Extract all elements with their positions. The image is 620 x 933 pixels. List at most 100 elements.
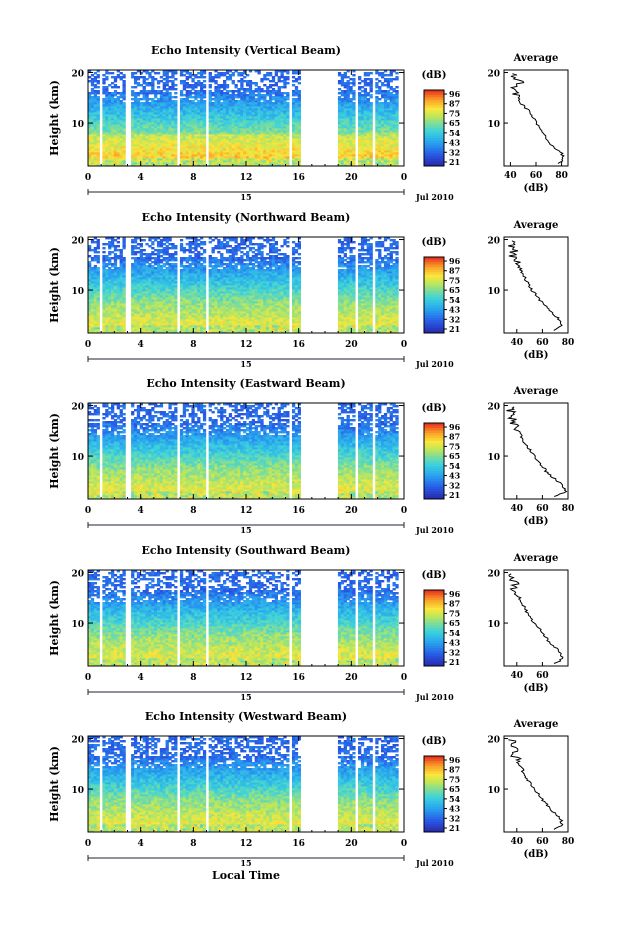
- heatmap-cell: [189, 100, 192, 102]
- heatmap-cell: [171, 80, 174, 82]
- heatmap-cell: [111, 269, 114, 271]
- heatmap-cell: [174, 84, 177, 86]
- heatmap-cell: [361, 94, 364, 96]
- heatmap-cell: [154, 100, 157, 102]
- heatmap-cell: [367, 78, 370, 80]
- heatmap-cell: [352, 74, 355, 76]
- heatmap-cell: [212, 98, 215, 100]
- heatmap-cell: [105, 269, 108, 271]
- heatmap-cell: [223, 80, 226, 82]
- heatmap-cell: [370, 78, 373, 80]
- heatmap-cell: [375, 82, 378, 84]
- heatmap-cell: [361, 90, 364, 92]
- y-axis-label: Height (km): [48, 247, 61, 323]
- heatmap-cell: [134, 245, 137, 247]
- heatmap-cell: [140, 249, 143, 251]
- heatmap-cell: [154, 253, 157, 255]
- heatmap-cell: [134, 92, 137, 94]
- heatmap-cell: [220, 72, 223, 74]
- heatmap-cell: [111, 263, 114, 265]
- heatmap-cell: [160, 265, 163, 267]
- heatmap-cell: [344, 90, 347, 92]
- heatmap-cell: [111, 251, 114, 253]
- heatmap-cell: [166, 267, 169, 269]
- heatmap-cell: [375, 78, 378, 80]
- heatmap-cell: [145, 90, 148, 92]
- heatmap-cell: [157, 241, 160, 243]
- heatmap-cell: [243, 76, 246, 78]
- heatmap-cell: [295, 98, 298, 100]
- heatmap-cell: [381, 102, 384, 104]
- heatmap-cell: [117, 86, 120, 88]
- heatmap-cell: [145, 265, 148, 267]
- heatmap-cell: [390, 78, 393, 80]
- heatmap-cell: [292, 76, 295, 78]
- heatmap-cell: [145, 243, 148, 245]
- heatmap-cell: [151, 265, 154, 267]
- heatmap-cell: [395, 86, 398, 88]
- heatmap-cell: [171, 100, 174, 102]
- heatmap-cell: [94, 76, 97, 78]
- heatmap-cell: [163, 78, 166, 80]
- heatmap-cell: [220, 84, 223, 86]
- heatmap-cell: [174, 78, 177, 80]
- colorbar-tick-label: 96: [449, 89, 461, 99]
- heatmap-cell: [194, 102, 197, 104]
- heatmap-cell: [183, 94, 186, 96]
- heatmap-cell: [352, 90, 355, 92]
- heatmap-cell: [163, 243, 166, 245]
- heatmap-cell: [157, 72, 160, 74]
- heatmap-cell: [352, 102, 355, 104]
- heatmap-cell: [387, 102, 390, 104]
- heatmap-cell: [197, 76, 200, 78]
- heatmap-cell: [91, 249, 94, 251]
- heatmap-cell: [108, 267, 111, 269]
- heatmap-cell: [367, 98, 370, 100]
- heatmap-cell: [298, 90, 301, 92]
- heatmap-cell: [168, 263, 171, 265]
- heatmap-cell: [338, 92, 341, 94]
- heatmap-cell: [168, 92, 171, 94]
- heatmap-cell: [338, 88, 341, 90]
- heatmap-cell: [378, 98, 381, 100]
- heatmap-cell: [163, 257, 166, 259]
- heatmap-cell: [243, 88, 246, 90]
- heatmap-cell: [97, 251, 100, 253]
- heatmap-cell: [120, 249, 123, 251]
- heatmap-cell: [390, 86, 393, 88]
- heatmap-cell: [246, 94, 249, 96]
- panel-1: Echo Intensity (Northward Beam)Height (k…: [48, 211, 574, 369]
- heatmap-cell: [168, 243, 171, 245]
- heatmap-cell: [358, 76, 361, 78]
- heatmap-cell: [272, 76, 275, 78]
- heatmap-cell: [260, 88, 263, 90]
- heatmap-cell: [240, 92, 243, 94]
- heatmap-cell: [214, 80, 217, 82]
- heatmap-cell: [117, 96, 120, 98]
- heatmap-cell: [237, 100, 240, 102]
- heatmap-cell: [174, 257, 177, 259]
- heatmap-cell: [108, 84, 111, 86]
- heatmap-cell: [120, 92, 123, 94]
- heatmap-cell: [278, 86, 281, 88]
- heatmap-cell: [255, 98, 258, 100]
- heatmap-cell: [364, 72, 367, 74]
- heatmap-cell: [223, 72, 226, 74]
- heatmap-cell: [194, 74, 197, 76]
- heatmap-cell: [157, 249, 160, 251]
- heatmap-cell: [395, 90, 398, 92]
- colorbar-tick-label: 75: [449, 108, 460, 118]
- heatmap-cell: [240, 72, 243, 74]
- heatmap-cell: [94, 72, 97, 74]
- heatmap-cell: [114, 245, 117, 247]
- heatmap-cell: [102, 243, 105, 245]
- heatmap-cell: [378, 72, 381, 74]
- heatmap-cell: [286, 76, 289, 78]
- heatmap-cell: [174, 245, 177, 247]
- heatmap-cell: [338, 72, 341, 74]
- heatmap-cell: [140, 102, 143, 104]
- heatmap-cell: [203, 90, 206, 92]
- heatmap-cell: [154, 90, 157, 92]
- heatmap-cell: [344, 82, 347, 84]
